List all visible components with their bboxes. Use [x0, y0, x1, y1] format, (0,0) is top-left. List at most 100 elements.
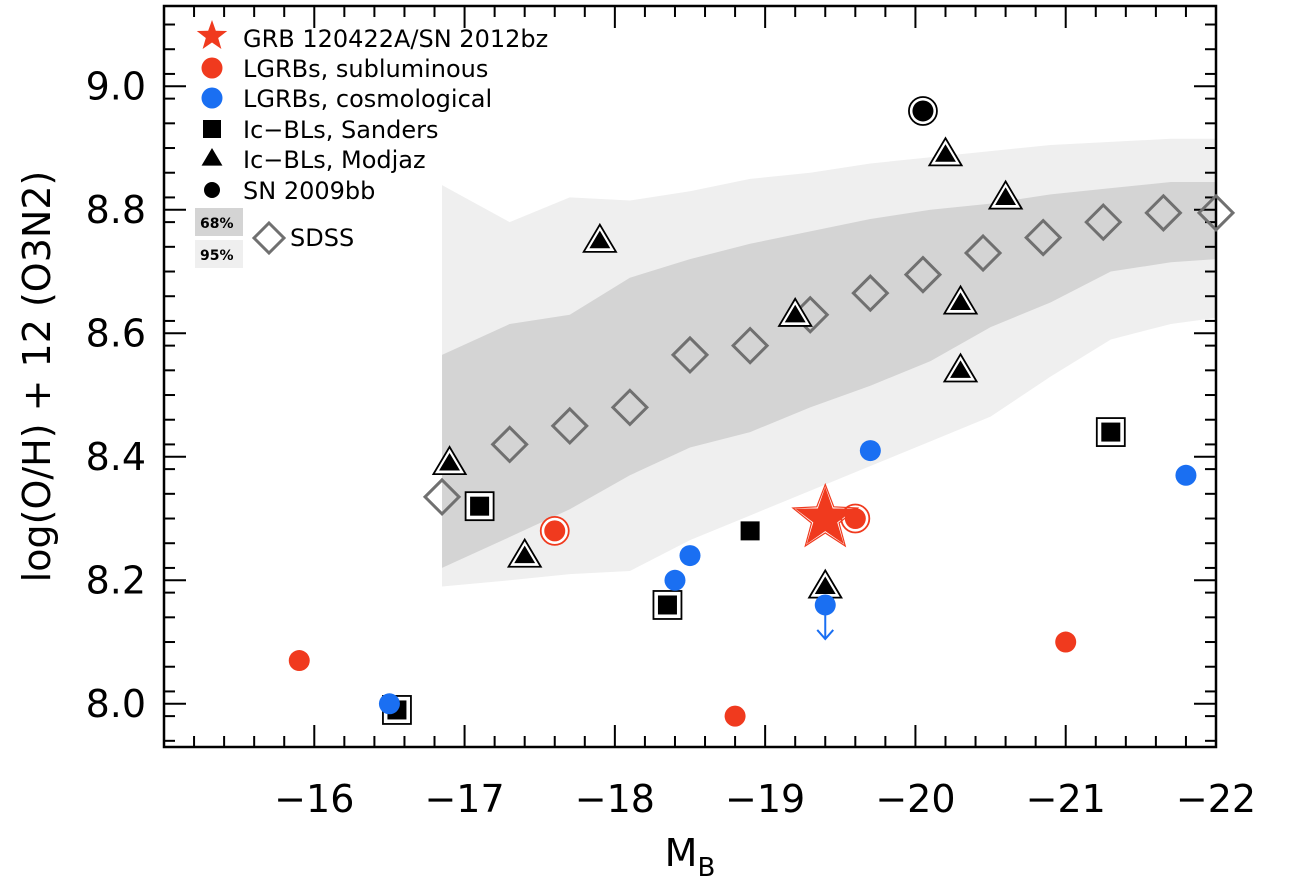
diamond-marker — [490, 425, 529, 464]
triangle-marker — [814, 576, 836, 595]
upper-limit-arrow-head — [816, 629, 835, 641]
legend-entry: LGRBs, cosmological — [201, 85, 492, 113]
square-marker — [1101, 422, 1121, 442]
circle-marker — [724, 705, 746, 727]
sdss-point — [963, 233, 1003, 273]
x-tick-label: −18 — [575, 777, 655, 821]
x-tick-labels: −16 −17 −18 −19 −20 −21 −22 — [274, 777, 1256, 821]
circle-marker — [1055, 631, 1077, 653]
sdss-point — [610, 388, 650, 427]
diamond-marker — [550, 406, 589, 446]
legend-entry-sdss: SDSS — [251, 220, 354, 256]
y-tick-label: 8.2 — [86, 558, 146, 602]
legend-entry: GRB 120422A/SN 2012bz — [196, 20, 548, 53]
ic-bls-modjaz-point — [927, 136, 964, 167]
diamond-marker — [851, 274, 890, 313]
triangle-marker — [439, 452, 460, 471]
lgrbs-cosmological-point — [859, 440, 881, 462]
star-marker — [795, 486, 856, 545]
sdss-point — [851, 274, 890, 313]
x-tick-label: −19 — [725, 777, 805, 821]
sdss-point — [670, 335, 710, 375]
lgrbs-cosmological-point — [814, 594, 836, 641]
triangle-marker — [950, 292, 971, 310]
triangle-marker — [950, 360, 971, 378]
lgrbs-cosmological-point — [378, 693, 400, 715]
diamond-marker — [1024, 218, 1063, 257]
ic-bls-modjaz-point — [582, 222, 618, 253]
star-outline — [791, 482, 860, 548]
y-axis-title: log(O/H) + 12 (O3N2) — [15, 171, 59, 583]
sdss-point — [1196, 193, 1236, 232]
sdss-point — [903, 255, 943, 294]
y-tick-label: 8.8 — [86, 188, 146, 232]
legend-label: Ic−BLs, Sanders — [243, 116, 439, 144]
sdss-point — [490, 425, 529, 464]
sdss-point — [1144, 193, 1183, 232]
sdss-bands — [442, 138, 1216, 587]
legend-circle-icon — [201, 87, 223, 109]
ic-bls-modjaz-point — [506, 537, 543, 568]
grb-120422a-sn-2012bz-point — [791, 482, 860, 548]
legend-label: LGRBs, cosmological — [243, 85, 492, 113]
legend-label: GRB 120422A/SN 2012bz — [243, 25, 548, 53]
diamond-marker — [963, 233, 1003, 273]
circle-marker — [378, 693, 400, 715]
circle-marker — [1175, 464, 1197, 486]
sdss-point — [730, 326, 770, 365]
x-tick-label: −16 — [274, 777, 354, 821]
data-points — [288, 96, 1236, 727]
legend-band-68-swatch — [195, 208, 243, 236]
sdss-point — [422, 477, 462, 517]
y-tick-labels: 8.0 8.2 8.4 8.6 8.8 9.0 — [86, 64, 146, 726]
circle-marker — [288, 650, 310, 672]
lgrbs-cosmological-point — [664, 569, 686, 591]
triangle-marker — [784, 304, 806, 323]
legend-triangle-icon — [201, 148, 223, 166]
x-tick-label: −17 — [424, 777, 504, 821]
circle-marker — [664, 569, 686, 591]
diamond-marker — [670, 335, 710, 375]
legend-star-icon — [196, 20, 228, 49]
diamond-marker — [610, 388, 650, 427]
legend-entry: LGRBs, subluminous — [201, 55, 488, 83]
y-tick-label: 8.4 — [86, 435, 146, 479]
ic-bls-modjaz-point — [777, 296, 813, 327]
square-marker — [740, 521, 760, 541]
legend-label: Ic−BLs, Modjaz — [243, 146, 426, 174]
sdss-point — [1084, 203, 1123, 242]
ic-bls-modjaz-point — [942, 284, 979, 315]
diamond-marker — [730, 326, 770, 365]
legend-diamond-icon — [251, 220, 287, 256]
circle-marker — [844, 508, 866, 530]
x-axis-title: MB — [665, 831, 716, 883]
legend-band-95-label: 95% — [200, 248, 234, 264]
lgrbs-cosmological-point — [679, 545, 701, 567]
legend-entry: Ic−BLs, Sanders — [203, 116, 439, 144]
circle-marker — [814, 594, 836, 616]
ic-bls-sanders-point — [464, 491, 495, 522]
legend-label: LGRBs, subluminous — [243, 55, 488, 83]
lgrbs-subluminous-point — [288, 650, 310, 672]
circle-marker — [544, 520, 566, 542]
diamond-marker — [1084, 203, 1123, 242]
legend-circle-icon — [201, 57, 223, 79]
plot-frame — [162, 4, 1218, 749]
diamond-marker — [903, 255, 943, 294]
diamond-marker — [1196, 193, 1236, 232]
x-tick-label: −22 — [1176, 777, 1256, 821]
triangle-marker — [514, 545, 536, 564]
ic-bls-sanders-point — [652, 590, 683, 620]
legend-entry: Ic−BLs, Modjaz — [201, 146, 426, 174]
sn-2009bb-point — [908, 96, 938, 126]
legend-band-68-label: 68% — [200, 216, 234, 232]
sdss-point — [550, 406, 589, 446]
sdss-point — [1024, 218, 1063, 257]
lgrbs-subluminous-point — [539, 515, 570, 546]
circle-marker — [679, 545, 701, 567]
diamond-marker — [1144, 193, 1183, 232]
band-68pct — [442, 181, 1216, 568]
legend-square-icon — [203, 120, 221, 138]
